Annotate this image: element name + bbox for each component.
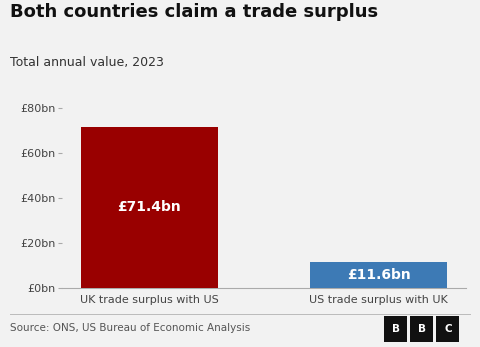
Text: B: B: [418, 324, 426, 334]
Bar: [310, 262, 447, 288]
Text: £71.4bn: £71.4bn: [118, 201, 181, 214]
Text: B: B: [392, 324, 399, 334]
FancyBboxPatch shape: [410, 316, 433, 342]
FancyBboxPatch shape: [436, 316, 459, 342]
Text: £11.6bn: £11.6bn: [347, 268, 410, 282]
FancyBboxPatch shape: [384, 316, 407, 342]
Text: Source: ONS, US Bureau of Economic Analysis: Source: ONS, US Bureau of Economic Analy…: [10, 323, 250, 333]
Text: Total annual value, 2023: Total annual value, 2023: [10, 56, 164, 68]
Text: C: C: [444, 324, 452, 334]
Text: Both countries claim a trade surplus: Both countries claim a trade surplus: [10, 3, 378, 22]
Bar: [81, 127, 218, 288]
